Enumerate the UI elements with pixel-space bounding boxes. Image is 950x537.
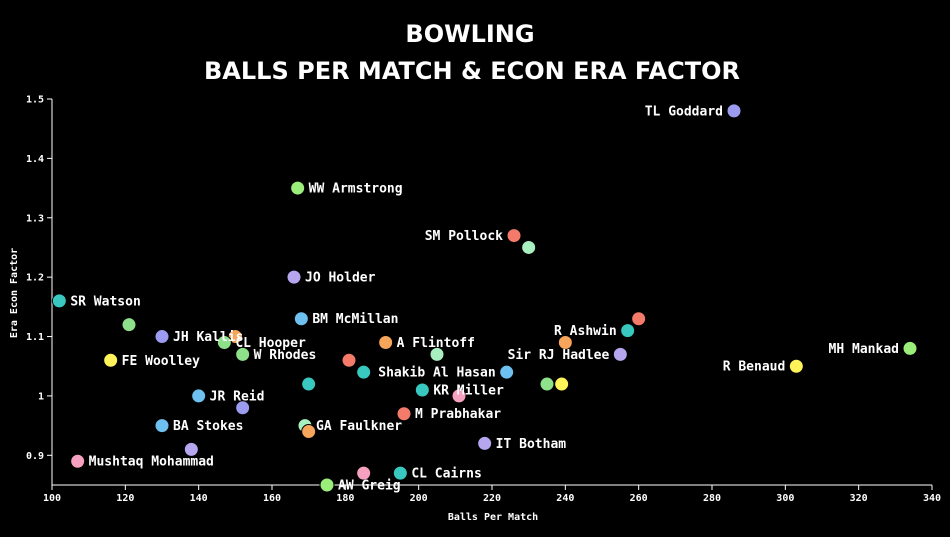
data-point xyxy=(788,358,804,374)
point-label: SM Pollock xyxy=(425,229,503,244)
point-label: Sir RJ Hadlee xyxy=(508,348,610,363)
y-tick-label: 1.2 xyxy=(26,273,44,284)
data-point xyxy=(356,465,372,481)
data-point xyxy=(290,180,306,196)
point-label: Shakib Al Hasan xyxy=(378,366,495,381)
data-point xyxy=(378,334,394,350)
x-tick-label: 160 xyxy=(263,493,281,504)
data-point xyxy=(506,228,522,244)
point-label: CL Hooper xyxy=(235,336,306,351)
point-label: IT Botham xyxy=(496,437,567,452)
y-tick-label: 1.3 xyxy=(26,213,44,224)
data-point xyxy=(301,376,317,392)
point-label: GA Faulkner xyxy=(316,419,402,434)
data-point xyxy=(191,388,207,404)
x-tick-label: 240 xyxy=(556,493,574,504)
data-point xyxy=(726,103,742,119)
x-tick-label: 220 xyxy=(483,493,501,504)
point-label: MH Mankad xyxy=(829,342,899,357)
point-label: R Benaud xyxy=(723,360,786,375)
data-point xyxy=(451,388,467,404)
y-tick-label: 1.5 xyxy=(26,95,44,106)
point-label: FE Woolley xyxy=(122,354,200,369)
data-point xyxy=(557,334,573,350)
data-point xyxy=(631,311,647,327)
x-tick-label: 140 xyxy=(190,493,208,504)
x-tick-label: 280 xyxy=(703,493,721,504)
point-label: SR Watson xyxy=(70,294,140,309)
data-point xyxy=(554,376,570,392)
point-label: AW Greig xyxy=(338,479,401,494)
data-point xyxy=(521,239,537,255)
data-points xyxy=(51,103,918,493)
y-tick-label: 1.4 xyxy=(26,154,44,165)
data-point xyxy=(70,453,86,469)
point-label: W Rhodes xyxy=(254,348,317,363)
data-point xyxy=(499,364,515,380)
x-tick-label: 300 xyxy=(776,493,794,504)
data-point xyxy=(429,346,445,362)
point-label: WW Armstrong xyxy=(309,182,403,197)
x-tick-label: 260 xyxy=(630,493,648,504)
data-point xyxy=(477,435,493,451)
data-point xyxy=(414,382,430,398)
data-point xyxy=(396,406,412,422)
y-tick-label: 0.9 xyxy=(26,451,44,462)
data-point xyxy=(183,441,199,457)
point-label: KR Miller xyxy=(433,383,504,398)
chart-title-line1: BOWLING xyxy=(405,20,534,48)
point-label: CL Cairns xyxy=(411,467,481,482)
x-tick-label: 120 xyxy=(116,493,134,504)
x-tick-label: 200 xyxy=(410,493,428,504)
point-label: BA Stokes xyxy=(173,419,243,434)
data-point xyxy=(612,346,628,362)
data-point xyxy=(154,418,170,434)
y-tick-label: 1 xyxy=(38,391,44,402)
data-point xyxy=(620,323,636,339)
point-label: JH Kallis xyxy=(173,330,243,345)
point-label: BM McMillan xyxy=(312,312,398,327)
data-point xyxy=(356,364,372,380)
data-point xyxy=(216,334,232,350)
point-label: TL Goddard xyxy=(645,104,723,119)
point-label: Mushtaq Mohammad xyxy=(89,455,214,470)
point-label: JO Holder xyxy=(305,271,376,286)
x-tick-label: 100 xyxy=(43,493,61,504)
x-tick-label: 180 xyxy=(336,493,354,504)
y-tick-label: 1.1 xyxy=(26,332,44,343)
y-axis-label: Era Econ Factor xyxy=(9,248,20,338)
x-axis-label: Balls Per Match xyxy=(448,512,538,523)
data-point xyxy=(341,352,357,368)
data-point xyxy=(235,346,251,362)
data-point xyxy=(902,340,918,356)
data-point xyxy=(539,376,555,392)
point-labels: TL Goddard WW Armstrong SM Pollock JO Holde… xyxy=(70,104,899,493)
data-point xyxy=(51,293,67,309)
x-tick-label: 340 xyxy=(923,493,941,504)
axes: 100 120 140 160 180 200 220 240 260 280 300 320 340 0… xyxy=(26,95,941,505)
chart-title-line2: BALLS PER MATCH & ECON ERA FACTOR xyxy=(204,57,740,85)
data-point xyxy=(392,465,408,481)
point-label: M Prabhakar xyxy=(415,407,501,422)
data-point xyxy=(235,400,251,416)
point-label: R Ashwin xyxy=(554,324,617,339)
data-point xyxy=(121,317,137,333)
point-label: JR Reid xyxy=(210,389,265,404)
data-point xyxy=(154,329,170,345)
x-tick-label: 320 xyxy=(850,493,868,504)
data-point xyxy=(301,424,317,440)
data-point xyxy=(286,269,302,285)
data-point xyxy=(319,477,335,493)
data-point xyxy=(103,352,119,368)
point-label: A Flintoff xyxy=(397,336,475,351)
data-point xyxy=(293,311,309,327)
